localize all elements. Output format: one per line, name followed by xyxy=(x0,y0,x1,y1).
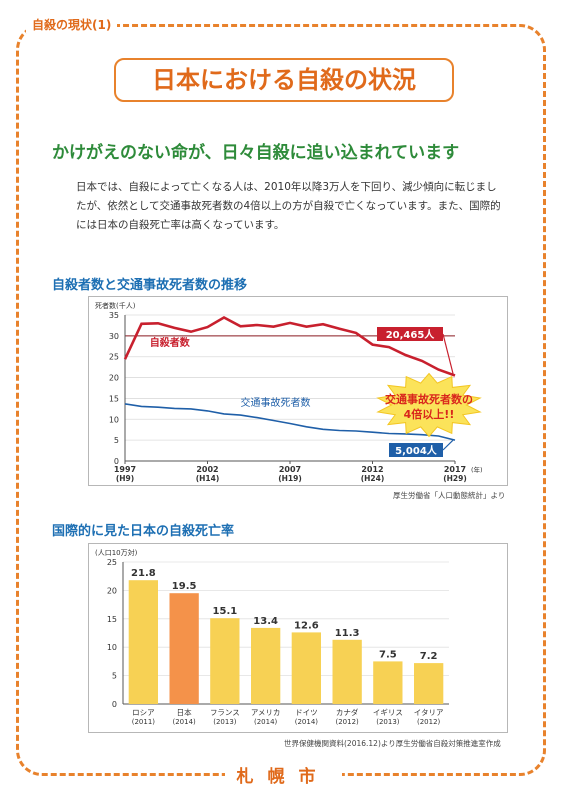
bar-value-label: 19.5 xyxy=(172,581,197,592)
suicide-end-label-box xyxy=(377,327,443,341)
line-y-tick-label: 25 xyxy=(109,353,119,362)
bar-category-label: ドイツ xyxy=(295,708,318,717)
bar-y-tick-label: 0 xyxy=(112,700,117,709)
suicide-series-line xyxy=(123,316,456,377)
line-chart-box: 死者数(千人) 0 5 10 15 20 25 30 35 1997 (H9) 2002 (H14) 20… xyxy=(88,296,508,486)
line-y-tick-label: 20 xyxy=(109,374,119,383)
bar-6 xyxy=(373,661,403,704)
bar-chart-title: 国際的に見た日本の自殺死亡率 xyxy=(52,524,235,539)
line-x-tick-label: 2002 xyxy=(196,465,218,474)
subtitle: かけがえのない命が、日々自殺に追い込まれています xyxy=(52,143,460,163)
bar-category-label: フランス xyxy=(210,708,240,717)
page-title: 日本における自殺の状況 xyxy=(114,58,454,102)
bar-category-label: カナダ xyxy=(336,707,359,717)
line-x-tick-era: (H14) xyxy=(196,474,220,483)
bar-value-label: 7.5 xyxy=(379,649,397,660)
bar-category-label: ロシア xyxy=(132,708,155,717)
bar-value-label: 12.6 xyxy=(294,620,319,631)
line-x-unit: (年) xyxy=(471,465,483,474)
line-y-tick-label: 15 xyxy=(109,394,119,403)
line-x-tick-label: 2012 xyxy=(361,465,383,474)
bar-category-label: イタリア xyxy=(414,708,444,717)
bar-chart-source: 世界保健機関資料(2016.12)より厚生労働省自殺対策推進室作成 xyxy=(284,739,501,748)
bar-chart-box: (人口10万対) 0 5 10 15 20 25 21.8 ロシア (2011) 19.5 日本 (20… xyxy=(88,543,508,733)
line-y-tick-label: 5 xyxy=(114,436,119,445)
line-x-tick-era: (H29) xyxy=(443,474,467,483)
bar-1 xyxy=(169,593,199,704)
traffic-series-label: 交通事故死者数 xyxy=(241,396,311,409)
line-x-tick-label: 2007 xyxy=(279,465,301,474)
bar-year-label: (2011) xyxy=(132,718,156,726)
traffic-end-label: 5,004人 xyxy=(395,444,438,457)
suicide-end-label: 20,465人 xyxy=(386,328,436,341)
line-y-tick-label: 10 xyxy=(109,415,119,424)
bar-year-label: (2013) xyxy=(213,718,237,726)
line-x-tick-label: 2017 xyxy=(444,465,466,474)
bar-y-axis-label: (人口10万対) xyxy=(95,548,138,557)
bar-year-label: (2014) xyxy=(172,718,196,726)
bar-3 xyxy=(251,627,281,704)
bar-category-label: アメリカ xyxy=(251,708,281,717)
callout-starburst xyxy=(376,372,482,438)
bar-2 xyxy=(210,618,240,704)
bar-year-label: (2014) xyxy=(254,718,278,726)
line-y-tick-label: 0 xyxy=(114,457,119,466)
bar-y-tick-label: 25 xyxy=(107,558,117,567)
traffic-series-line xyxy=(124,403,456,441)
line-x-tick-era: (H24) xyxy=(361,474,385,483)
bar-5 xyxy=(332,639,362,704)
footer-city: 札幌市 xyxy=(224,767,342,787)
bar-value-label: 13.4 xyxy=(253,616,278,627)
bar-value-label: 21.8 xyxy=(131,568,156,579)
bar-0 xyxy=(128,580,158,704)
bar-value-label: 11.3 xyxy=(335,628,360,639)
callout-text-line2: 4倍以上!! xyxy=(404,407,455,421)
bar-4 xyxy=(291,632,321,704)
bar-year-label: (2012) xyxy=(417,718,441,726)
traffic-end-label-box xyxy=(389,443,443,457)
bar-y-tick-label: 20 xyxy=(107,586,117,595)
bar-y-tick-label: 15 xyxy=(107,615,117,624)
bar-category-label: 日本 xyxy=(177,707,192,717)
suicide-series-label: 自殺者数 xyxy=(150,336,191,349)
line-chart-title: 自殺者数と交通事故死者数の推移 xyxy=(52,278,248,293)
section-tag: 自殺の現状(1) xyxy=(26,16,118,33)
callout-text-line1: 交通事故死者数の xyxy=(385,392,473,406)
line-x-tick-era: (H19) xyxy=(278,474,302,483)
bar-year-label: (2014) xyxy=(295,718,319,726)
line-y-tick-label: 30 xyxy=(109,332,119,341)
line-chart: 死者数(千人) 0 5 10 15 20 25 30 35 1997(H9) 2002(H14) 20… xyxy=(95,301,483,483)
line-x-tick-era: (H9) xyxy=(116,474,134,483)
line-y-axis-label: 死者数(千人) xyxy=(95,301,136,310)
traffic-end-leader xyxy=(442,439,454,451)
bar-y-tick-label: 5 xyxy=(112,672,117,681)
line-x-tick-label: 1997 xyxy=(114,465,136,474)
intro-paragraph: 日本では、自殺によって亡くなる人は、2010年以降3万人を下回り、減少傾向に転じ… xyxy=(76,181,501,231)
suicide-end-leader xyxy=(442,333,454,374)
bar-chart: (人口10万対)051015202521.8ロシア(2011)19.5日本(20… xyxy=(95,548,449,726)
line-y-tick-label: 35 xyxy=(109,311,119,320)
bar-value-label: 7.2 xyxy=(420,651,438,662)
bar-y-tick-label: 10 xyxy=(107,643,117,652)
bar-7 xyxy=(414,663,444,704)
bar-value-label: 15.1 xyxy=(213,606,238,617)
line-chart-source: 厚生労働省「人口動態統計」より xyxy=(393,491,506,500)
footer: 札幌市 xyxy=(0,762,566,787)
bar-year-label: (2012) xyxy=(335,718,359,726)
bar-category-label: イギリス xyxy=(373,708,403,717)
bar-year-label: (2013) xyxy=(376,718,400,726)
